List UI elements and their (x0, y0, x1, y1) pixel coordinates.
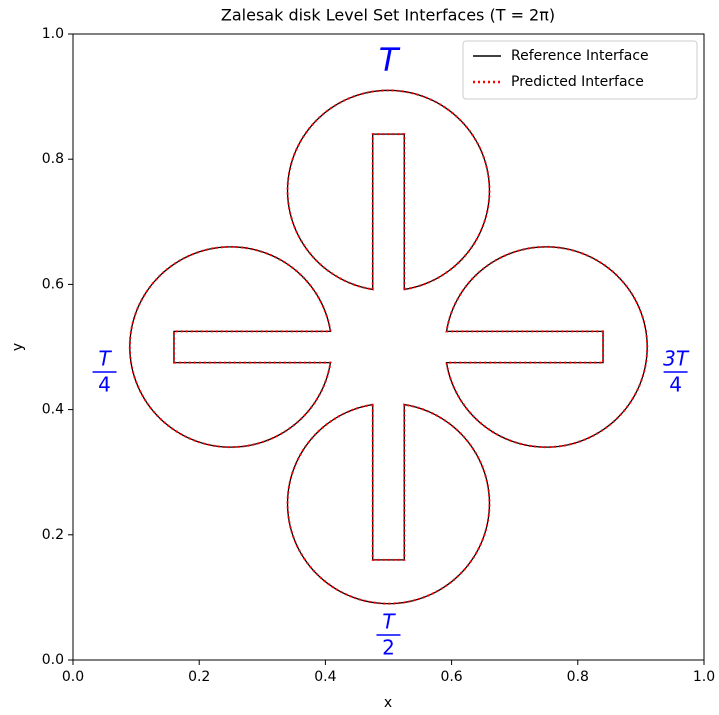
x-axis-label: x (384, 695, 392, 711)
annotation-numerator: T (98, 347, 112, 371)
annotation-numerator: 3T (663, 347, 690, 371)
x-tick-label: 1.0 (693, 669, 715, 685)
annotation-numerator: T (382, 609, 396, 633)
annotation-denominator: 2 (382, 635, 395, 659)
y-tick-label: 0.8 (42, 151, 64, 167)
interface-dotted (445, 245, 649, 449)
y-tick-label: 0.0 (42, 652, 64, 668)
x-tick-label: 0.2 (188, 669, 210, 685)
x-tick-label: 0.6 (440, 669, 462, 685)
interface-dotted (128, 245, 332, 449)
interface-solid (286, 89, 491, 291)
y-axis-label: y (10, 343, 26, 351)
annotation: T2 (376, 609, 401, 659)
interface-solid (286, 403, 491, 605)
annotation: T4 (92, 347, 117, 397)
legend-label: Reference Interface (511, 48, 649, 64)
annotation: T (379, 41, 401, 79)
plot-frame (72, 33, 705, 661)
y-tick-label: 0.2 (42, 527, 64, 543)
interface-dotted (286, 89, 491, 291)
legend-label: Predicted Interface (511, 74, 644, 90)
x-tick-label: 0.0 (62, 669, 84, 685)
y-tick-label: 0.4 (42, 402, 64, 418)
x-tick-label: 0.4 (314, 669, 336, 685)
annotation-denominator: 4 (98, 373, 111, 397)
annotation-text: T (379, 41, 401, 79)
legend-box (462, 40, 698, 100)
annotation: 3T4 (663, 347, 690, 397)
annotation-denominator: 4 (669, 373, 682, 397)
interface-dotted (286, 403, 491, 605)
chart-title: Zalesak disk Level Set Interfaces (T = 2… (221, 6, 555, 25)
y-tick-label: 1.0 (42, 26, 64, 42)
y-tick-label: 0.6 (42, 276, 64, 292)
x-tick-label: 0.8 (567, 669, 589, 685)
interface-solid (129, 246, 332, 448)
interface-solid (445, 246, 648, 448)
